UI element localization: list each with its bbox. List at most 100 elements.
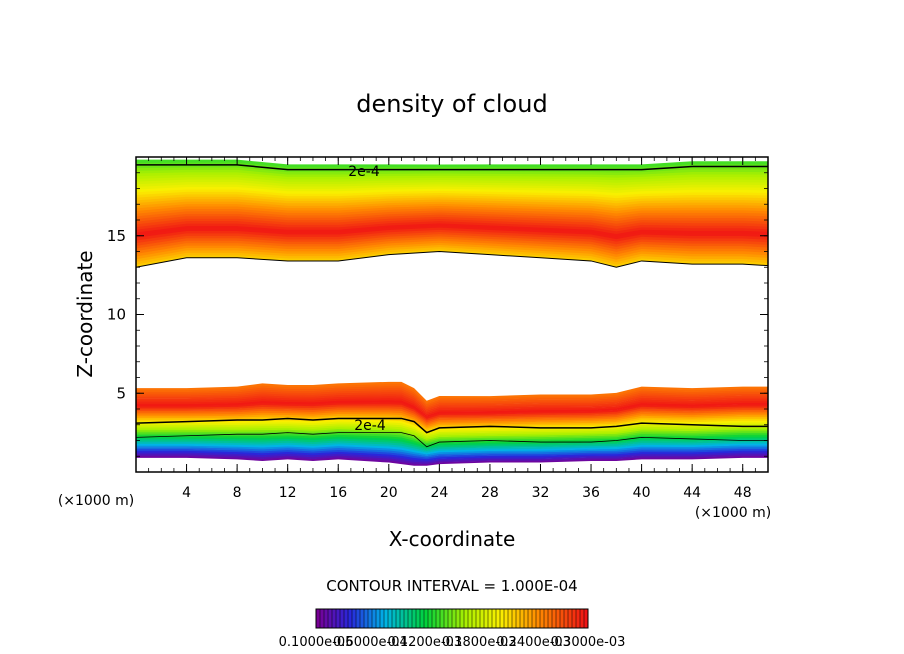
- colorbar-segment: [440, 609, 445, 628]
- upper-band: [136, 207, 768, 219]
- x-tick-label: 36: [582, 485, 600, 501]
- colorbar: [315, 609, 589, 628]
- colorbar-segment: [580, 609, 585, 628]
- upper-band: [136, 171, 768, 181]
- colorbar-segment: [540, 609, 545, 628]
- upper-band: [136, 203, 768, 214]
- colorbar-segment: [512, 609, 517, 628]
- colorbar-segment: [472, 609, 477, 628]
- colorbar-segment: [420, 609, 425, 628]
- colorbar-segment: [352, 609, 357, 628]
- x-tick-label: 4: [182, 485, 191, 501]
- chart-title: density of cloud: [356, 90, 547, 118]
- upper-band: [136, 196, 768, 206]
- colorbar-segment: [488, 609, 493, 628]
- lower-band: [136, 455, 768, 466]
- colorbar-segment: [348, 609, 353, 628]
- colorbar-segment: [548, 609, 553, 628]
- colorbar-segment: [364, 609, 369, 628]
- lower-band: [136, 443, 768, 455]
- colorbar-label: 0.1000e-05: [279, 635, 354, 650]
- upper-band: [136, 222, 768, 237]
- lower-band: [136, 385, 768, 406]
- lower-band: [136, 432, 768, 445]
- upper-band: [136, 214, 768, 227]
- colorbar-segment: [392, 609, 397, 628]
- colorbar-segment: [452, 609, 457, 628]
- colorbar-segment: [412, 609, 417, 628]
- colorbar-segment: [456, 609, 461, 628]
- upper-band: [136, 164, 768, 173]
- x-tick-label: 12: [279, 485, 297, 501]
- upper-band: [136, 212, 768, 224]
- upper-cloud-layer: [136, 159, 768, 268]
- plot-field: [136, 159, 768, 466]
- colorbar-segment: [544, 609, 549, 628]
- colorbar-segment: [376, 609, 381, 628]
- contour-line-lower-2e-4: [136, 417, 768, 434]
- contour-line-upper-2e-4: [136, 164, 768, 171]
- x-tick-label: 8: [233, 485, 242, 501]
- upper-band: [136, 191, 768, 201]
- colorbar-segment: [380, 609, 385, 628]
- upper-band: [136, 218, 768, 232]
- lower-band: [136, 446, 768, 458]
- upper-band: [136, 184, 768, 194]
- colorbar-segment: [556, 609, 561, 628]
- upper-band: [136, 227, 768, 242]
- y-tick-label: 5: [116, 384, 126, 402]
- x-unit-label: (×1000 m): [695, 505, 771, 521]
- colorbar-segment: [432, 609, 437, 628]
- colorbar-segment: [468, 609, 473, 628]
- lower-band: [136, 453, 768, 465]
- colorbar-segment: [408, 609, 413, 628]
- upper-band: [136, 209, 768, 222]
- colorbar-tick-labels: 0.1000e-050.6000e-040.1200e-030.1800e-03…: [279, 635, 626, 650]
- upper-band: [136, 186, 768, 196]
- upper-band: [136, 181, 768, 191]
- x-axis-label: X-coordinate: [389, 527, 516, 551]
- lower-band: [136, 445, 768, 457]
- lower-band: [136, 381, 768, 403]
- colorbar-frame: [315, 608, 589, 629]
- colorbar-segment: [368, 609, 373, 628]
- upper-band: [136, 229, 768, 245]
- colorbar-segment: [448, 609, 453, 628]
- lower-band: [136, 441, 768, 453]
- colorbar-segment: [484, 609, 489, 628]
- lower-band: [136, 439, 768, 452]
- colorbar-segment: [388, 609, 393, 628]
- colorbar-segment: [476, 609, 481, 628]
- z-unit-label: (×1000 m): [58, 493, 134, 509]
- colorbar-segment: [328, 609, 333, 628]
- upper-band: [136, 225, 768, 240]
- lower-band: [136, 383, 768, 405]
- colorbar-label: 0.3000e-03: [551, 635, 626, 650]
- colorbar-segment: [576, 609, 581, 628]
- contour-label-lower: 2e-4: [354, 418, 386, 434]
- colorbar-segment: [400, 609, 405, 628]
- colorbar-segment: [564, 609, 569, 628]
- lower-band: [136, 452, 768, 463]
- colorbar-segment: [480, 609, 485, 628]
- x-tick-label: 16: [329, 485, 347, 501]
- upper-band: [136, 201, 768, 211]
- colorbar-label: 0.6000e-04: [333, 635, 408, 650]
- y-axis-label: Z-coordinate: [73, 250, 97, 377]
- x-axis-ticks: 4 8 12 16 20 24 28 32 36 40 44 48: [135, 157, 769, 501]
- colorbar-segment: [424, 609, 429, 628]
- colorbar-segment: [416, 609, 421, 628]
- colorbar-label: 0.1800e-03: [442, 635, 517, 650]
- upper-band: [136, 159, 768, 168]
- colorbar-segment: [524, 609, 529, 628]
- colorbar-segment: [384, 609, 389, 628]
- colorbar-segment: [500, 609, 505, 628]
- contour-line-lower-1e-4: [136, 432, 768, 448]
- colorbar-segment: [492, 609, 497, 628]
- x-tick-label: 40: [633, 485, 651, 501]
- upper-band: [136, 174, 768, 183]
- colorbar-label: 0.1200e-03: [387, 635, 462, 650]
- lower-band: [136, 436, 768, 448]
- colorbar-segment: [464, 609, 469, 628]
- upper-band: [136, 220, 768, 234]
